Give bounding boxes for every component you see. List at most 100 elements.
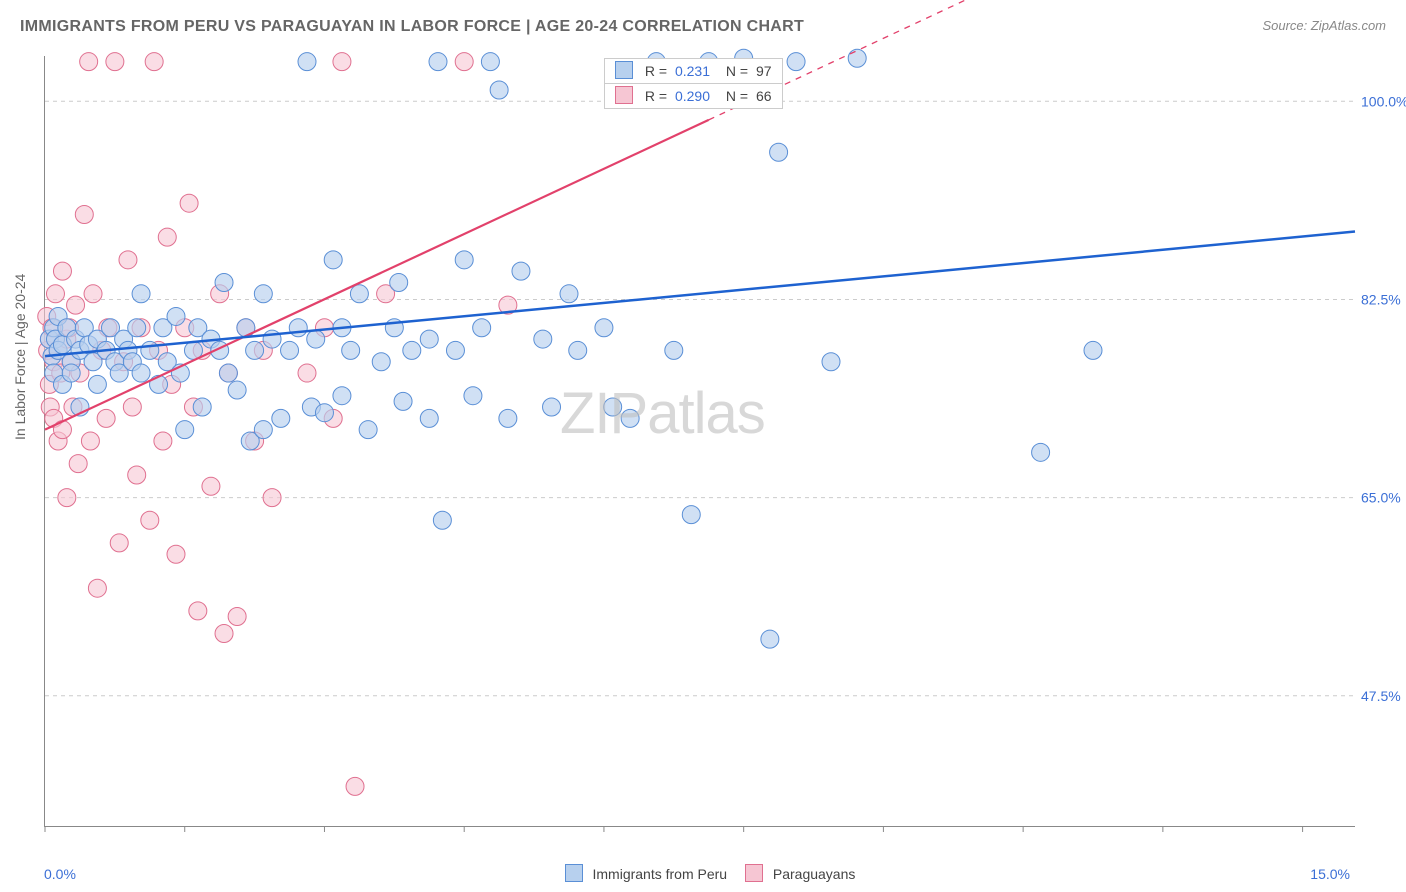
scatter-point [81,432,99,450]
scatter-point [403,341,421,359]
y-tick-label: 100.0% [1361,93,1406,109]
legend-label-b: Paraguayans [773,866,856,882]
scatter-point [682,506,700,524]
scatter-point [215,625,233,643]
scatter-point [359,421,377,439]
stats-legend: R = 0.231 N = 97 R = 0.290 N = 66 [604,58,783,109]
x-axis-min-label: 0.0% [44,866,76,882]
scatter-point [145,53,163,71]
scatter-point [119,251,137,269]
y-tick-label: 65.0% [1361,490,1401,506]
scatter-point [254,421,272,439]
y-tick-label: 47.5% [1361,688,1401,704]
scatter-point [176,421,194,439]
scatter-point [88,579,106,597]
scatter-point [80,53,98,71]
x-axis-max-label: 15.0% [1310,866,1350,882]
scatter-point [132,364,150,382]
scatter-point [189,602,207,620]
legend-swatch-a-icon [565,864,583,882]
scatter-point [512,262,530,280]
scatter-point [254,285,272,303]
scatter-point [420,330,438,348]
scatter-point [455,53,473,71]
scatter-point [228,381,246,399]
scatter-point [272,409,290,427]
swatch-a-icon [615,61,633,79]
trend-line [45,120,709,430]
stats-row-a: R = 0.231 N = 97 [605,59,782,84]
stats-row-b: R = 0.290 N = 66 [605,84,782,108]
scatter-point [128,466,146,484]
scatter-point [473,319,491,337]
scatter-point [62,364,80,382]
scatter-point [481,53,499,71]
scatter-point [787,53,805,71]
scatter-point [761,630,779,648]
scatter-point [150,375,168,393]
scatter-point [490,81,508,99]
scatter-point [446,341,464,359]
legend-label-a: Immigrants from Peru [593,866,728,882]
scatter-point [390,273,408,291]
scatter-point [154,432,172,450]
scatter-point [58,489,76,507]
scatter-point [350,285,368,303]
scatter-point [263,489,281,507]
scatter-point [822,353,840,371]
trend-line [45,232,1355,357]
y-axis-label: In Labor Force | Age 20-24 [12,274,28,440]
scatter-point [464,387,482,405]
scatter-point [123,398,141,416]
scatter-point [106,53,124,71]
scatter-point [141,341,159,359]
plot-area: 47.5%65.0%82.5%100.0% [44,56,1355,827]
scatter-point [110,534,128,552]
scatter-point [193,398,211,416]
scatter-point [665,341,683,359]
scatter-point [324,251,342,269]
scatter-point [420,409,438,427]
scatter-point [46,285,64,303]
scatter-point [158,228,176,246]
scatter-point [97,409,115,427]
source-label: Source: ZipAtlas.com [1262,18,1386,33]
scatter-point [215,273,233,291]
scatter-point [88,375,106,393]
scatter-point [315,404,333,422]
scatter-point [346,777,364,795]
scatter-point [534,330,552,348]
scatter-point [202,477,220,495]
scatter-point [455,251,473,269]
scatter-point [84,285,102,303]
scatter-point [298,364,316,382]
scatter-point [180,194,198,212]
scatter-point [128,319,146,337]
scatter-point [219,364,237,382]
scatter-point [848,49,866,67]
scatter-point [560,285,578,303]
x-legend: Immigrants from Peru Paraguayans [0,864,1406,882]
scatter-point [770,143,788,161]
y-tick-label: 82.5% [1361,291,1401,307]
scatter-point [167,307,185,325]
chart-title: IMMIGRANTS FROM PERU VS PARAGUAYAN IN LA… [20,18,804,35]
scatter-point [228,608,246,626]
scatter-point [67,296,85,314]
scatter-point [604,398,622,416]
scatter-point [246,341,264,359]
scatter-point [289,319,307,337]
scatter-point [333,387,351,405]
scatter-point [167,545,185,563]
scatter-point [1032,443,1050,461]
scatter-point [298,53,316,71]
legend-swatch-b-icon [745,864,763,882]
scatter-point [394,392,412,410]
scatter-point [433,511,451,529]
scatter-point [307,330,325,348]
scatter-point [281,341,299,359]
scatter-point [569,341,587,359]
scatter-point [543,398,561,416]
scatter-point [372,353,390,371]
scatter-point [499,409,517,427]
